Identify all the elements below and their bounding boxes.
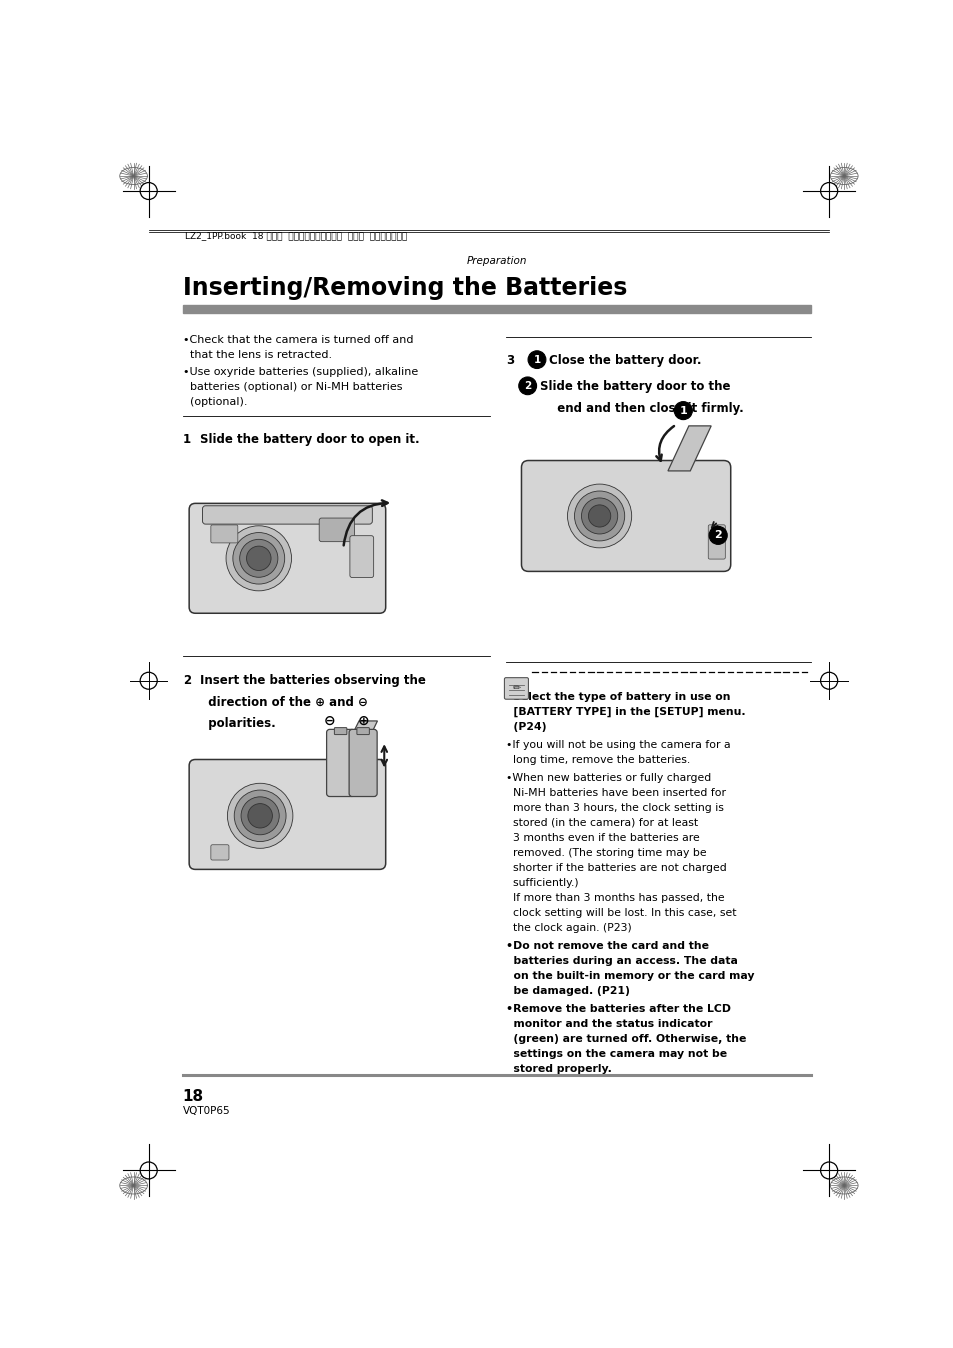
- Text: long time, remove the batteries.: long time, remove the batteries.: [505, 755, 690, 764]
- Circle shape: [588, 506, 610, 527]
- Circle shape: [580, 497, 618, 534]
- Text: that the lens is retracted.: that the lens is retracted.: [183, 350, 332, 360]
- Circle shape: [567, 484, 631, 547]
- Text: VQT0P65: VQT0P65: [183, 1105, 231, 1116]
- FancyBboxPatch shape: [707, 524, 724, 559]
- Text: 18: 18: [183, 1089, 204, 1104]
- Circle shape: [246, 546, 271, 570]
- Text: polarities.: polarities.: [199, 717, 275, 729]
- Text: Preparation: Preparation: [466, 256, 526, 266]
- Polygon shape: [336, 721, 377, 766]
- Text: monitor and the status indicator: monitor and the status indicator: [505, 1019, 712, 1029]
- FancyBboxPatch shape: [319, 518, 355, 542]
- FancyBboxPatch shape: [349, 729, 376, 797]
- Text: If more than 3 months has passed, the: If more than 3 months has passed, the: [505, 892, 724, 903]
- Text: •Select the type of battery in use on: •Select the type of battery in use on: [505, 692, 730, 701]
- FancyBboxPatch shape: [521, 461, 730, 572]
- Text: 3: 3: [505, 355, 514, 367]
- Text: end and then close it firmly.: end and then close it firmly.: [549, 402, 743, 415]
- FancyBboxPatch shape: [326, 729, 355, 797]
- FancyBboxPatch shape: [189, 503, 385, 613]
- Text: Ni-MH batteries have been inserted for: Ni-MH batteries have been inserted for: [505, 787, 725, 798]
- Text: Insert the batteries observing the: Insert the batteries observing the: [199, 674, 425, 687]
- FancyBboxPatch shape: [202, 506, 372, 524]
- Circle shape: [708, 526, 726, 545]
- Text: batteries during an access. The data: batteries during an access. The data: [505, 956, 737, 967]
- Text: 1: 1: [533, 355, 540, 365]
- Circle shape: [241, 797, 279, 834]
- Text: removed. (The storing time may be: removed. (The storing time may be: [505, 848, 706, 857]
- Text: ⊖: ⊖: [324, 714, 335, 728]
- Text: 2: 2: [714, 530, 721, 541]
- Bar: [183, 305, 810, 314]
- Text: •When new batteries or fully charged: •When new batteries or fully charged: [505, 772, 711, 783]
- Text: Slide the battery door to the: Slide the battery door to the: [539, 380, 730, 394]
- Text: Inserting/Removing the Batteries: Inserting/Removing the Batteries: [183, 276, 626, 299]
- Circle shape: [233, 532, 284, 584]
- Text: (P24): (P24): [505, 721, 546, 732]
- Circle shape: [518, 377, 536, 395]
- Text: sufficiently.): sufficiently.): [505, 878, 578, 888]
- Text: on the built-in memory or the card may: on the built-in memory or the card may: [505, 971, 754, 981]
- Circle shape: [239, 539, 277, 577]
- FancyBboxPatch shape: [335, 728, 347, 735]
- Text: clock setting will be lost. In this case, set: clock setting will be lost. In this case…: [505, 909, 736, 918]
- FancyBboxPatch shape: [504, 678, 528, 700]
- Text: more than 3 hours, the clock setting is: more than 3 hours, the clock setting is: [505, 803, 723, 813]
- Text: 3 months even if the batteries are: 3 months even if the batteries are: [505, 833, 699, 842]
- Circle shape: [248, 803, 273, 828]
- Text: (green) are turned off. Otherwise, the: (green) are turned off. Otherwise, the: [505, 1034, 745, 1045]
- Text: •Check that the camera is turned off and: •Check that the camera is turned off and: [183, 336, 413, 345]
- Text: batteries (optional) or Ni-MH batteries: batteries (optional) or Ni-MH batteries: [183, 383, 402, 392]
- Polygon shape: [667, 426, 710, 470]
- FancyBboxPatch shape: [189, 759, 385, 869]
- Text: (optional).: (optional).: [183, 398, 247, 407]
- Text: Slide the battery door to open it.: Slide the battery door to open it.: [199, 433, 419, 446]
- Circle shape: [234, 790, 286, 841]
- Circle shape: [574, 491, 624, 541]
- Text: ✏: ✏: [512, 683, 520, 693]
- Text: shorter if the batteries are not charged: shorter if the batteries are not charged: [505, 863, 726, 874]
- Text: ⊕: ⊕: [357, 714, 369, 728]
- Text: 2: 2: [523, 381, 531, 391]
- Text: •Use oxyride batteries (supplied), alkaline: •Use oxyride batteries (supplied), alkal…: [183, 368, 417, 377]
- Text: LZ2_1PP.book  18 ページ  ２００５年１月１４日  金曜日  午前７時５６分: LZ2_1PP.book 18 ページ ２００５年１月１４日 金曜日 午前７時５…: [185, 231, 407, 240]
- Text: 1: 1: [183, 433, 191, 446]
- Text: 1: 1: [679, 406, 686, 415]
- Circle shape: [528, 350, 545, 368]
- FancyBboxPatch shape: [350, 535, 374, 577]
- Text: 2: 2: [183, 674, 191, 687]
- Text: settings on the camera may not be: settings on the camera may not be: [505, 1049, 726, 1060]
- Text: [BATTERY TYPE] in the [SETUP] menu.: [BATTERY TYPE] in the [SETUP] menu.: [505, 706, 745, 717]
- Circle shape: [227, 783, 293, 848]
- FancyBboxPatch shape: [211, 845, 229, 860]
- Text: the clock again. (P23): the clock again. (P23): [505, 923, 631, 933]
- FancyBboxPatch shape: [211, 524, 237, 543]
- Text: Close the battery door.: Close the battery door.: [549, 355, 701, 367]
- Text: stored properly.: stored properly.: [505, 1064, 611, 1074]
- Text: •If you will not be using the camera for a: •If you will not be using the camera for…: [505, 740, 730, 749]
- Circle shape: [226, 526, 292, 590]
- Text: direction of the ⊕ and ⊖: direction of the ⊕ and ⊖: [199, 696, 367, 708]
- Circle shape: [674, 402, 692, 419]
- FancyBboxPatch shape: [356, 728, 369, 735]
- Text: be damaged. (P21): be damaged. (P21): [505, 985, 629, 996]
- Text: •Do not remove the card and the: •Do not remove the card and the: [505, 941, 708, 950]
- Text: •Remove the batteries after the LCD: •Remove the batteries after the LCD: [505, 1004, 730, 1014]
- Text: stored (in the camera) for at least: stored (in the camera) for at least: [505, 818, 698, 828]
